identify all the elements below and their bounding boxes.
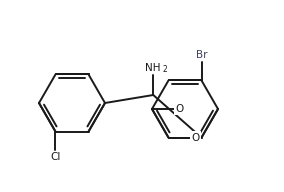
Text: Br: Br (196, 50, 207, 60)
Text: O: O (191, 133, 200, 143)
Text: Cl: Cl (50, 151, 61, 162)
Text: O: O (175, 104, 183, 114)
Text: NH: NH (145, 63, 161, 73)
Text: 2: 2 (163, 65, 168, 74)
